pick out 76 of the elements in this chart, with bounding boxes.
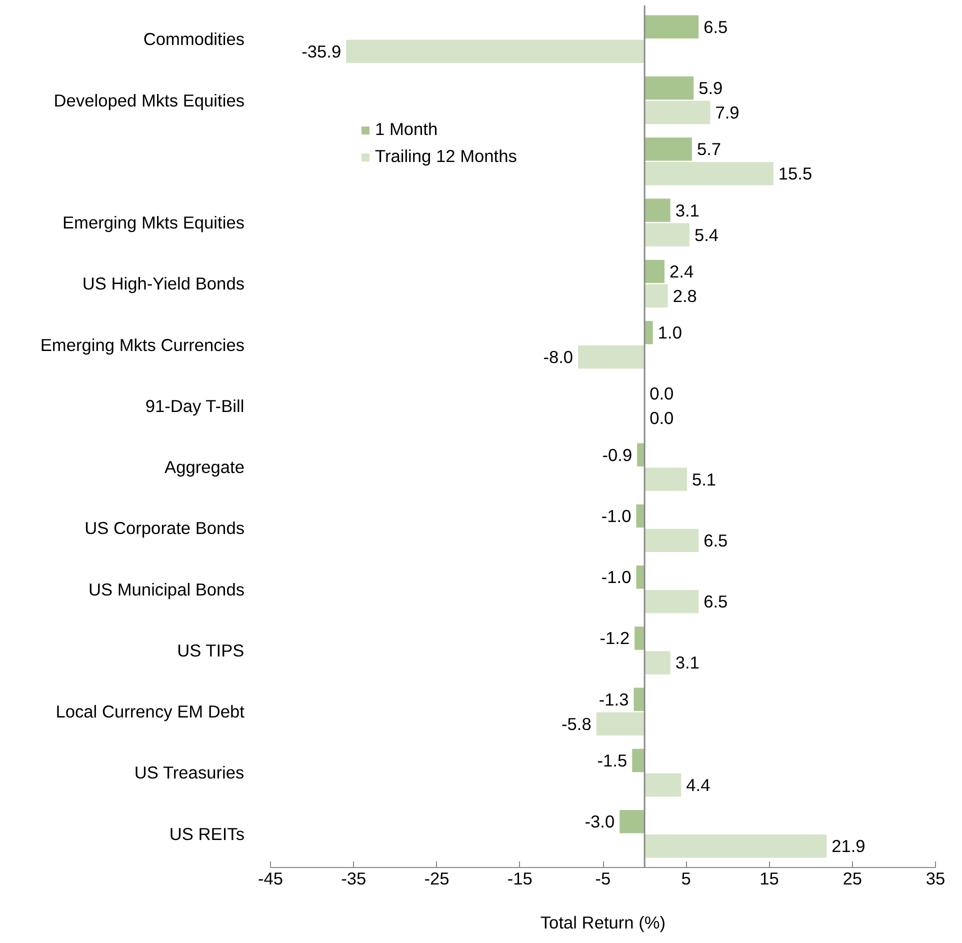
data-label: -1.3 bbox=[598, 689, 629, 710]
data-label: 5.9 bbox=[698, 78, 723, 98]
y-tick-label: US Corporate Bonds bbox=[84, 518, 245, 538]
bar bbox=[644, 100, 710, 124]
bar bbox=[637, 443, 645, 466]
x-tick-label: 35 bbox=[926, 868, 946, 888]
y-tick-label: US REITs bbox=[169, 824, 245, 844]
bar bbox=[644, 162, 774, 186]
bar bbox=[644, 284, 668, 308]
y-tick-label: US TIPS bbox=[177, 640, 244, 660]
bar bbox=[578, 345, 645, 369]
bar bbox=[644, 223, 690, 246]
y-tick-label: US Municipal Bonds bbox=[88, 579, 245, 600]
bar bbox=[632, 748, 645, 772]
x-tick-label: 25 bbox=[842, 868, 862, 888]
data-label: 6.5 bbox=[704, 16, 728, 37]
y-tick-label: Commodities bbox=[143, 29, 245, 50]
bar bbox=[644, 15, 699, 39]
bar bbox=[644, 468, 687, 491]
y-tick-label: Developed Mkts Equities bbox=[54, 90, 245, 110]
data-label: -1.5 bbox=[597, 750, 628, 771]
data-label: -1.0 bbox=[601, 506, 632, 526]
data-label: 5.7 bbox=[696, 139, 722, 160]
data-label: 0.0 bbox=[650, 384, 674, 404]
data-label: 5.4 bbox=[694, 224, 719, 245]
data-label: 21.9 bbox=[832, 836, 866, 856]
data-label: -35.9 bbox=[302, 41, 342, 62]
y-tick-label: US Treasuries bbox=[134, 762, 245, 783]
bar bbox=[644, 76, 694, 100]
y-tick-label: Aggregate bbox=[164, 457, 245, 478]
legend-label: 1 Month bbox=[375, 119, 438, 140]
x-tick-label: -25 bbox=[424, 868, 450, 888]
bar bbox=[644, 834, 827, 858]
data-label: 6.5 bbox=[704, 530, 728, 550]
x-tick-label: 15 bbox=[760, 868, 779, 888]
bar bbox=[644, 198, 670, 222]
bar bbox=[644, 528, 699, 552]
bar bbox=[346, 40, 645, 63]
data-label: -8.0 bbox=[543, 347, 574, 368]
bar bbox=[644, 138, 692, 161]
bar bbox=[620, 810, 645, 834]
data-label: 3.1 bbox=[675, 200, 700, 220]
bar bbox=[596, 712, 645, 736]
y-tick-label: Emerging Mkts Currencies bbox=[40, 334, 245, 355]
data-label: -1.0 bbox=[601, 567, 632, 588]
data-label: -3.0 bbox=[584, 812, 615, 832]
bar bbox=[644, 260, 665, 284]
y-tick-label: Emerging Mkts Equities bbox=[62, 212, 245, 233]
bar bbox=[634, 626, 645, 650]
data-label: 1.0 bbox=[658, 322, 682, 343]
y-tick-label: Local Currency EM Debt bbox=[56, 702, 245, 722]
data-label: 3.1 bbox=[675, 652, 700, 673]
bar bbox=[644, 651, 670, 674]
x-tick-label: 5 bbox=[681, 868, 691, 888]
data-label: 0.0 bbox=[650, 408, 674, 428]
x-tick-label: -35 bbox=[341, 868, 366, 888]
data-label: 6.5 bbox=[704, 592, 728, 612]
data-label: -0.9 bbox=[602, 444, 632, 465]
bar bbox=[634, 688, 645, 711]
data-label: 4.4 bbox=[686, 774, 711, 795]
x-axis-title: Total Return (%) bbox=[540, 912, 666, 932]
y-tick-label: US High-Yield Bonds bbox=[82, 274, 245, 294]
data-label: 15.5 bbox=[778, 164, 812, 184]
bar bbox=[644, 773, 682, 797]
data-label: -1.2 bbox=[600, 628, 630, 648]
legend-label: Trailing 12 Months bbox=[375, 146, 517, 167]
data-label: -5.8 bbox=[561, 714, 592, 734]
bar bbox=[644, 590, 699, 614]
data-label: 5.1 bbox=[692, 469, 716, 490]
data-label: 2.4 bbox=[670, 261, 694, 282]
data-label: 7.9 bbox=[715, 102, 740, 122]
data-label: 2.8 bbox=[672, 286, 697, 306]
x-tick-label: -5 bbox=[595, 868, 611, 888]
y-tick-label: 91-Day T-Bill bbox=[145, 396, 244, 416]
x-tick-label: -45 bbox=[258, 868, 284, 888]
x-tick-label: -15 bbox=[507, 868, 532, 888]
